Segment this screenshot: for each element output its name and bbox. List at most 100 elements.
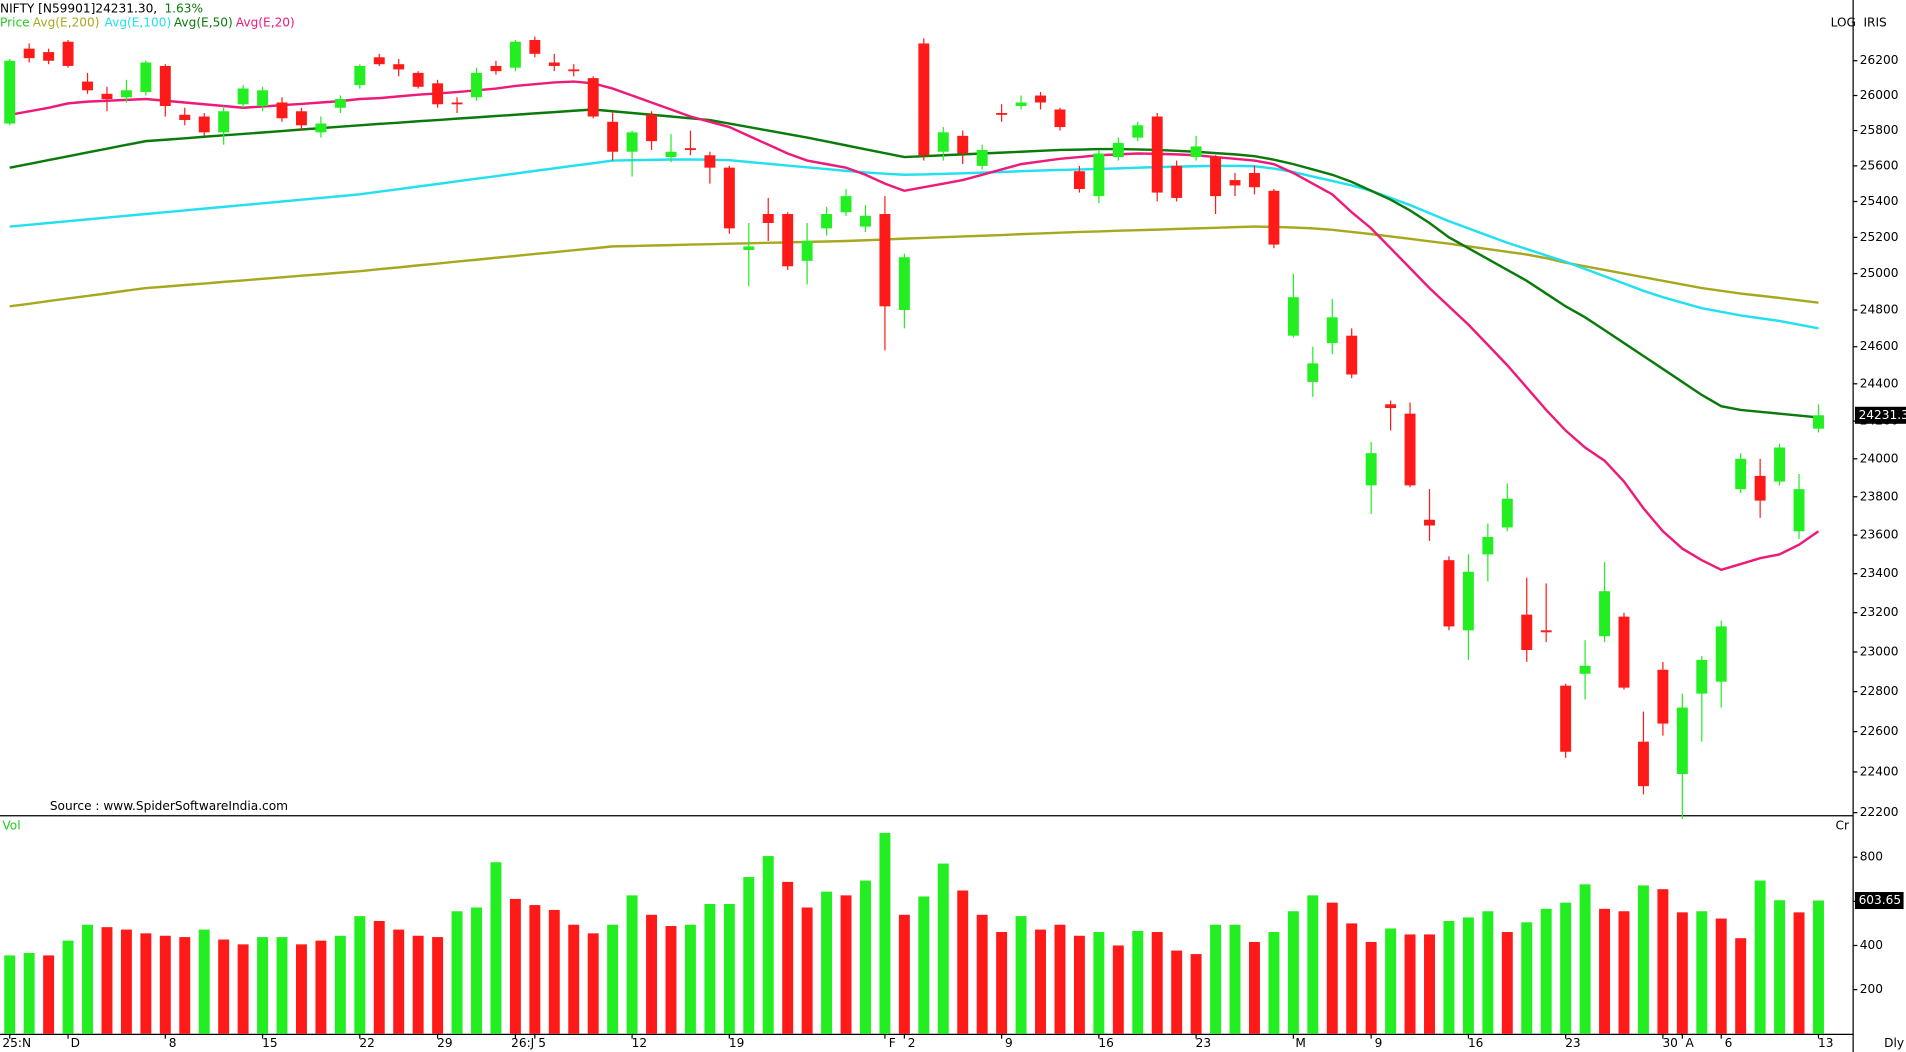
volume-bar [1307,895,1319,1034]
x-tick-label: 19 [729,1036,744,1050]
x-tick-label: 23 [1565,1036,1580,1050]
candle-body [1054,109,1066,128]
candle-body [665,151,677,158]
y-tick-label: 26000 [1860,88,1899,102]
candle-body [1754,475,1766,501]
candle-body [1813,415,1824,429]
candle-body [723,167,735,229]
candle-body [62,41,74,66]
volume-bar [1521,922,1533,1034]
candle-body [626,132,638,152]
candle-body [1482,537,1494,555]
volume-bar [1287,911,1299,1034]
y-tick-label: 24600 [1860,339,1899,353]
volume-bar [1093,932,1105,1034]
candle-body [568,69,580,72]
volume-bar [276,937,288,1034]
volume-bar [860,880,871,1034]
theme-label: IRIS [1863,16,1887,30]
candle-body [1229,180,1241,186]
candle-body [1346,335,1358,375]
y-tick-label: 200 [1860,982,1883,996]
volume-bar [957,890,969,1034]
volume-bar [159,935,171,1034]
volume-bar [120,929,132,1034]
candle-body [1365,453,1377,486]
candle-body [1268,190,1280,245]
change: 1.63% [164,1,203,15]
candle-body [860,215,871,227]
y-tick-label: 22800 [1860,684,1899,698]
candle-body [529,40,541,54]
candle-body [1793,489,1805,532]
last-price: 24231.30, [95,1,157,15]
candle-body [1501,498,1513,528]
last-price-box [1854,406,1906,424]
candle-body [762,214,774,223]
volume-bar [1443,920,1455,1034]
volume-bar [1035,929,1046,1034]
candle-body [412,72,424,87]
volume-bar [373,920,385,1034]
x-tick-label: A [1685,1036,1694,1050]
candle-body [1190,146,1202,158]
moving-average-line [9,80,1820,572]
x-tick-label: 25:N [2,1036,31,1050]
candle-body [1560,685,1572,752]
candle-body [237,88,249,105]
volume-bar [1754,880,1766,1034]
candle-body [937,132,949,152]
moving-average-line [9,158,1819,330]
x-tick-label: 22 [359,1036,374,1050]
y-tick-label: 22600 [1860,724,1899,738]
y-tick-label: 25200 [1860,230,1899,244]
volume-bar [1248,941,1260,1034]
scale-label: LOG [1831,16,1856,30]
volume-bar [1462,917,1474,1034]
candle-body [1735,458,1747,490]
candle-body [976,149,988,166]
candle-body [1287,297,1299,336]
volume-bar [607,924,619,1034]
volume-bar [451,911,463,1034]
volume-label: Vol [2,819,20,833]
candle-body [1151,116,1163,193]
volume-bar [1268,932,1280,1034]
candle-body [1015,102,1027,107]
candle-body [198,116,210,133]
candle-body [354,65,366,86]
volume-bar [1501,932,1513,1034]
x-tick-label: 2 [908,1036,916,1050]
volume-bar [471,907,482,1034]
y-tick-label: 25800 [1860,123,1899,137]
volume-bar [704,903,716,1034]
x-tick-label: 30 [1662,1036,1677,1050]
volume-bar [432,937,444,1034]
y-tick-label: 22400 [1860,764,1899,778]
volume-bar [1735,938,1747,1034]
volume-bar [295,944,307,1034]
volume-bar [1112,945,1124,1034]
candle-body [159,65,171,107]
volume-bar [626,895,638,1034]
x-tick-label: 9 [1005,1036,1013,1050]
volume-bar [509,898,521,1034]
y-tick-label: 24000 [1860,451,1899,465]
legend-item: Avg(E,100) [105,16,172,30]
candle-body [1521,614,1533,651]
volume-bar [1618,911,1630,1034]
y-tick-label: 23200 [1860,605,1899,619]
candle-body [23,48,35,59]
candle-body [179,114,191,121]
y-tick-label: 26200 [1860,53,1899,67]
last-price-label: 24231.3 [1859,408,1906,422]
x-tick-label: 15 [262,1036,277,1050]
volume-bar [1229,924,1241,1034]
candle-body [1132,125,1144,138]
candle-body [393,64,405,70]
y-tick-label: 25600 [1860,158,1899,172]
y-tick-label: 24800 [1860,302,1899,316]
last-volume-label: 603.65 [1859,893,1901,907]
volume-bar [1015,916,1027,1034]
candle-body [996,113,1008,115]
